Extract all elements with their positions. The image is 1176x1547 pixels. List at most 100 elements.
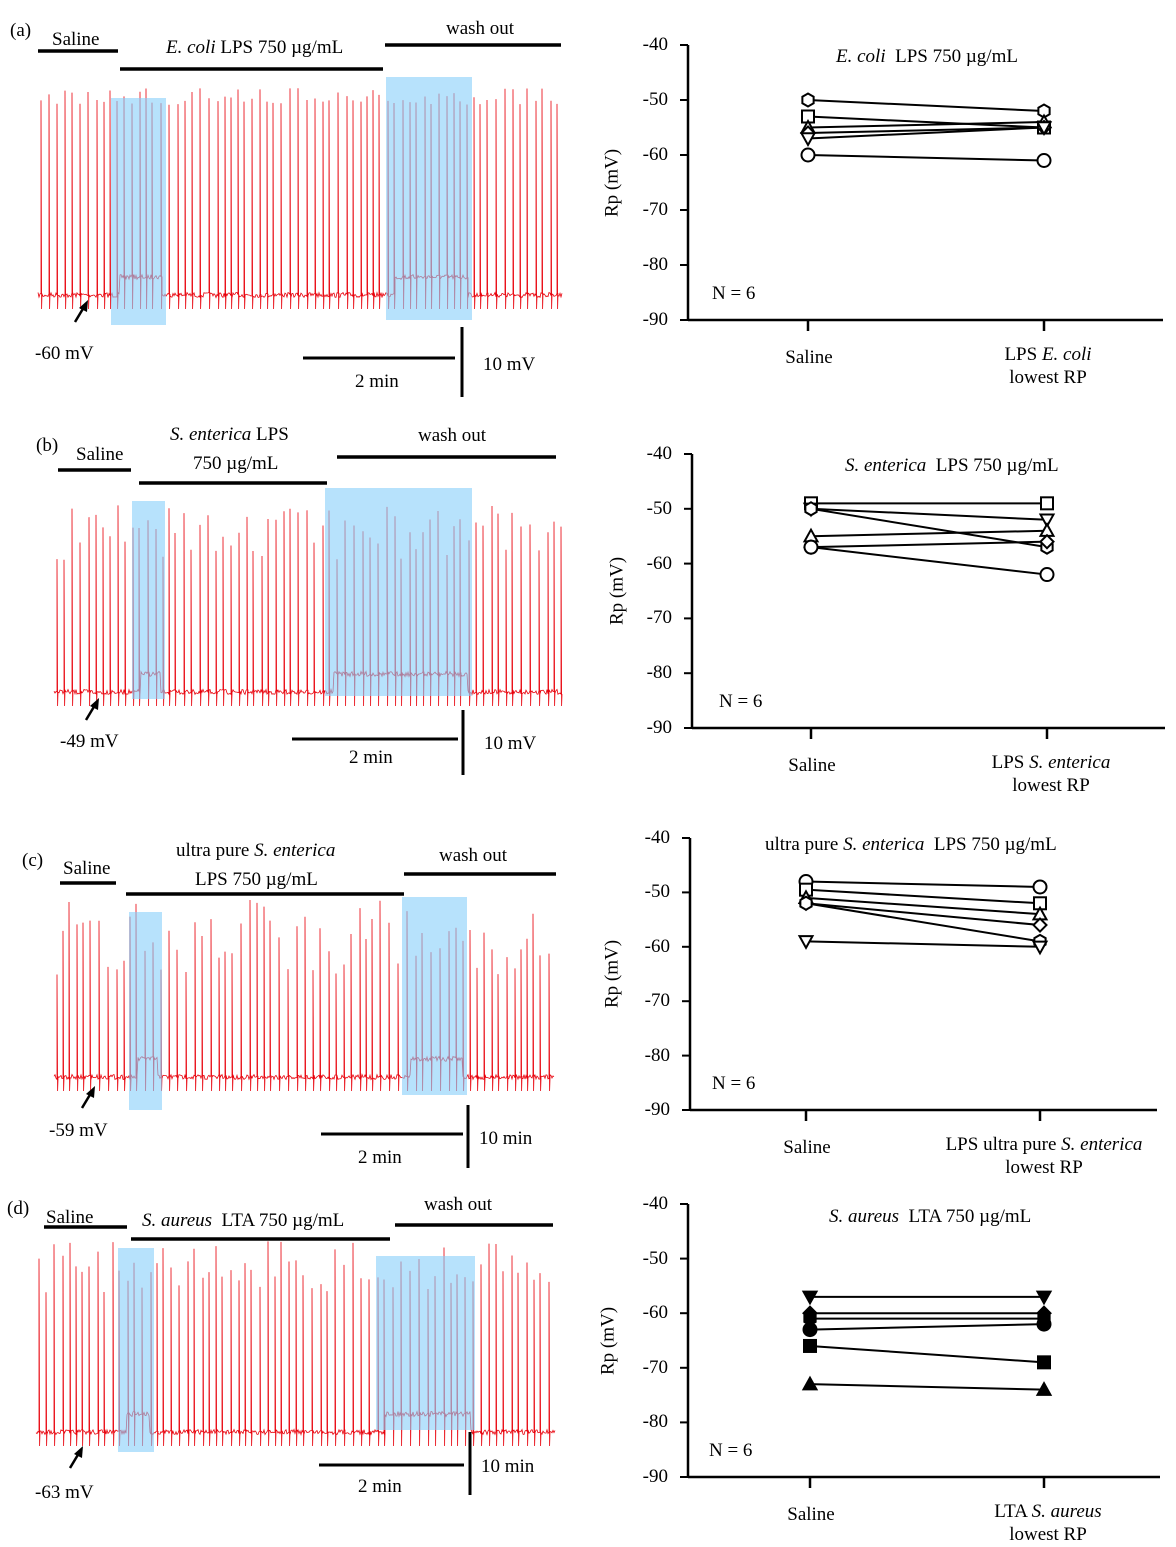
panel-label: (b): [36, 435, 59, 456]
treatment-concentration: 750 µg/mL: [193, 453, 279, 474]
y-tick-label: -70: [642, 199, 668, 220]
sample-size-annotation: N = 6: [712, 283, 756, 304]
washout-label: wash out: [446, 18, 515, 39]
time-scale-label: 2 min: [358, 1476, 402, 1497]
triangle-down-marker: [801, 1290, 819, 1306]
series-line: [805, 880, 1041, 888]
washout-label: wash out: [424, 1194, 493, 1215]
sample-size-annotation: N = 6: [712, 1073, 756, 1094]
y-tick-label: -70: [644, 990, 670, 1012]
y-tick-label: -40: [646, 443, 672, 464]
series-line: [805, 896, 1041, 916]
amplitude-scale-label: 10 mV: [484, 733, 537, 754]
series-line: [805, 902, 1041, 927]
y-tick-label: -60: [642, 1302, 668, 1324]
square-marker: [1037, 1355, 1051, 1370]
series-line: [807, 154, 1045, 162]
circle-marker: [803, 539, 819, 555]
highlight-region: [325, 488, 472, 696]
highlight-region: [129, 912, 162, 1110]
series-line: [810, 507, 1048, 521]
chart-title: S. enterica LPS 750 µg/mL: [845, 455, 1059, 476]
hexagon-marker: [804, 501, 818, 517]
y-tick-label: -50: [646, 497, 672, 519]
triangle-up-marker: [801, 1375, 819, 1391]
diamond-marker: [1039, 533, 1055, 550]
y-tick-label: -90: [642, 1466, 668, 1487]
x-category-label-line2: lowest RP: [1005, 1157, 1083, 1178]
x-category-label: Saline: [787, 1504, 835, 1525]
highlight-region: [376, 1256, 475, 1430]
x-category-label: Saline: [788, 755, 836, 776]
y-axis-label: Rp (mV): [601, 939, 623, 1009]
circle-marker: [1039, 567, 1055, 583]
series-line: [810, 540, 1048, 549]
y-tick-label: -60: [644, 935, 670, 957]
chart-title: E. coli LPS 750 µg/mL: [836, 46, 1018, 67]
series-line: [810, 507, 1048, 549]
y-tick-label: -60: [642, 144, 668, 165]
triangle-up-marker: [1035, 1381, 1053, 1396]
chart-title: ultra pure S. enterica LPS 750 µg/mL: [765, 834, 1057, 855]
y-axis-label: Rp (mV): [601, 148, 623, 217]
washout-label: wash out: [418, 425, 487, 446]
diamond-marker: [1032, 917, 1048, 933]
circle-marker: [1032, 879, 1048, 895]
x-category-label: Saline: [785, 347, 833, 368]
series-line: [810, 529, 1048, 538]
chart-title: S. aureus LTA 750 µg/mL: [829, 1206, 1032, 1227]
y-tick-label: -40: [642, 34, 668, 55]
panel-label: (d): [7, 1198, 30, 1219]
y-tick-label: -60: [646, 552, 672, 574]
y-tick-label: -40: [644, 827, 670, 848]
time-scale-label: 2 min: [349, 747, 393, 768]
highlight-region: [111, 98, 166, 325]
x-category-label: LTA S. aureus: [994, 1501, 1102, 1522]
series-line: [807, 121, 1045, 129]
triangle-down-marker: [1031, 940, 1049, 956]
x-category-label: LPS E. coli: [1004, 344, 1092, 365]
y-tick-label: -50: [642, 1247, 668, 1269]
x-category-label: LPS ultra pure S. enterica: [945, 1134, 1143, 1155]
y-tick-label: -70: [642, 1356, 668, 1378]
treatment-concentration: LPS 750 µg/mL: [195, 869, 318, 890]
circle-marker: [1036, 153, 1052, 168]
series-line: [805, 902, 1041, 943]
y-tick-label: -50: [642, 89, 668, 110]
series-line: [810, 546, 1048, 576]
y-axis-label: Rp (mV): [597, 1306, 619, 1375]
square-marker: [1040, 496, 1054, 511]
y-tick-label: -80: [642, 1411, 668, 1433]
x-category-label: Saline: [783, 1137, 831, 1158]
triangle-down-marker: [799, 132, 817, 148]
treatment-label: S. enterica LPS: [170, 424, 289, 445]
highlight-region: [118, 1248, 154, 1452]
y-tick-label: -90: [644, 1099, 670, 1120]
series-line: [805, 888, 1041, 905]
y-tick-label: -40: [642, 1193, 668, 1214]
panel-label: (a): [10, 20, 32, 41]
circle-marker: [800, 147, 816, 163]
x-category-label: LPS S. enterica: [991, 752, 1111, 773]
circle-marker: [1036, 1316, 1052, 1332]
x-category-label-line2: lowest RP: [1012, 775, 1090, 796]
x-category-label-line2: lowest RP: [1009, 367, 1087, 388]
membrane-potential-trace: [53, 505, 563, 707]
y-axis-label: Rp (mV): [606, 556, 628, 626]
triangle-down-marker: [1038, 513, 1056, 529]
series-line: [807, 126, 1045, 140]
sample-size-annotation: N = 6: [719, 691, 763, 712]
hexagon-marker: [799, 895, 813, 911]
sample-size-annotation: N = 6: [709, 1440, 753, 1461]
arrow-head-icon: [79, 300, 88, 312]
time-scale-label: 2 min: [358, 1147, 402, 1168]
arrow-head-icon: [86, 1086, 95, 1098]
resting-potential-label: -63 mV: [35, 1482, 94, 1503]
highlight-region: [386, 77, 472, 320]
amplitude-scale-label: 10 mV: [483, 354, 536, 375]
square-marker: [803, 1338, 817, 1353]
series-line: [807, 115, 1045, 129]
highlight-region: [132, 501, 165, 699]
